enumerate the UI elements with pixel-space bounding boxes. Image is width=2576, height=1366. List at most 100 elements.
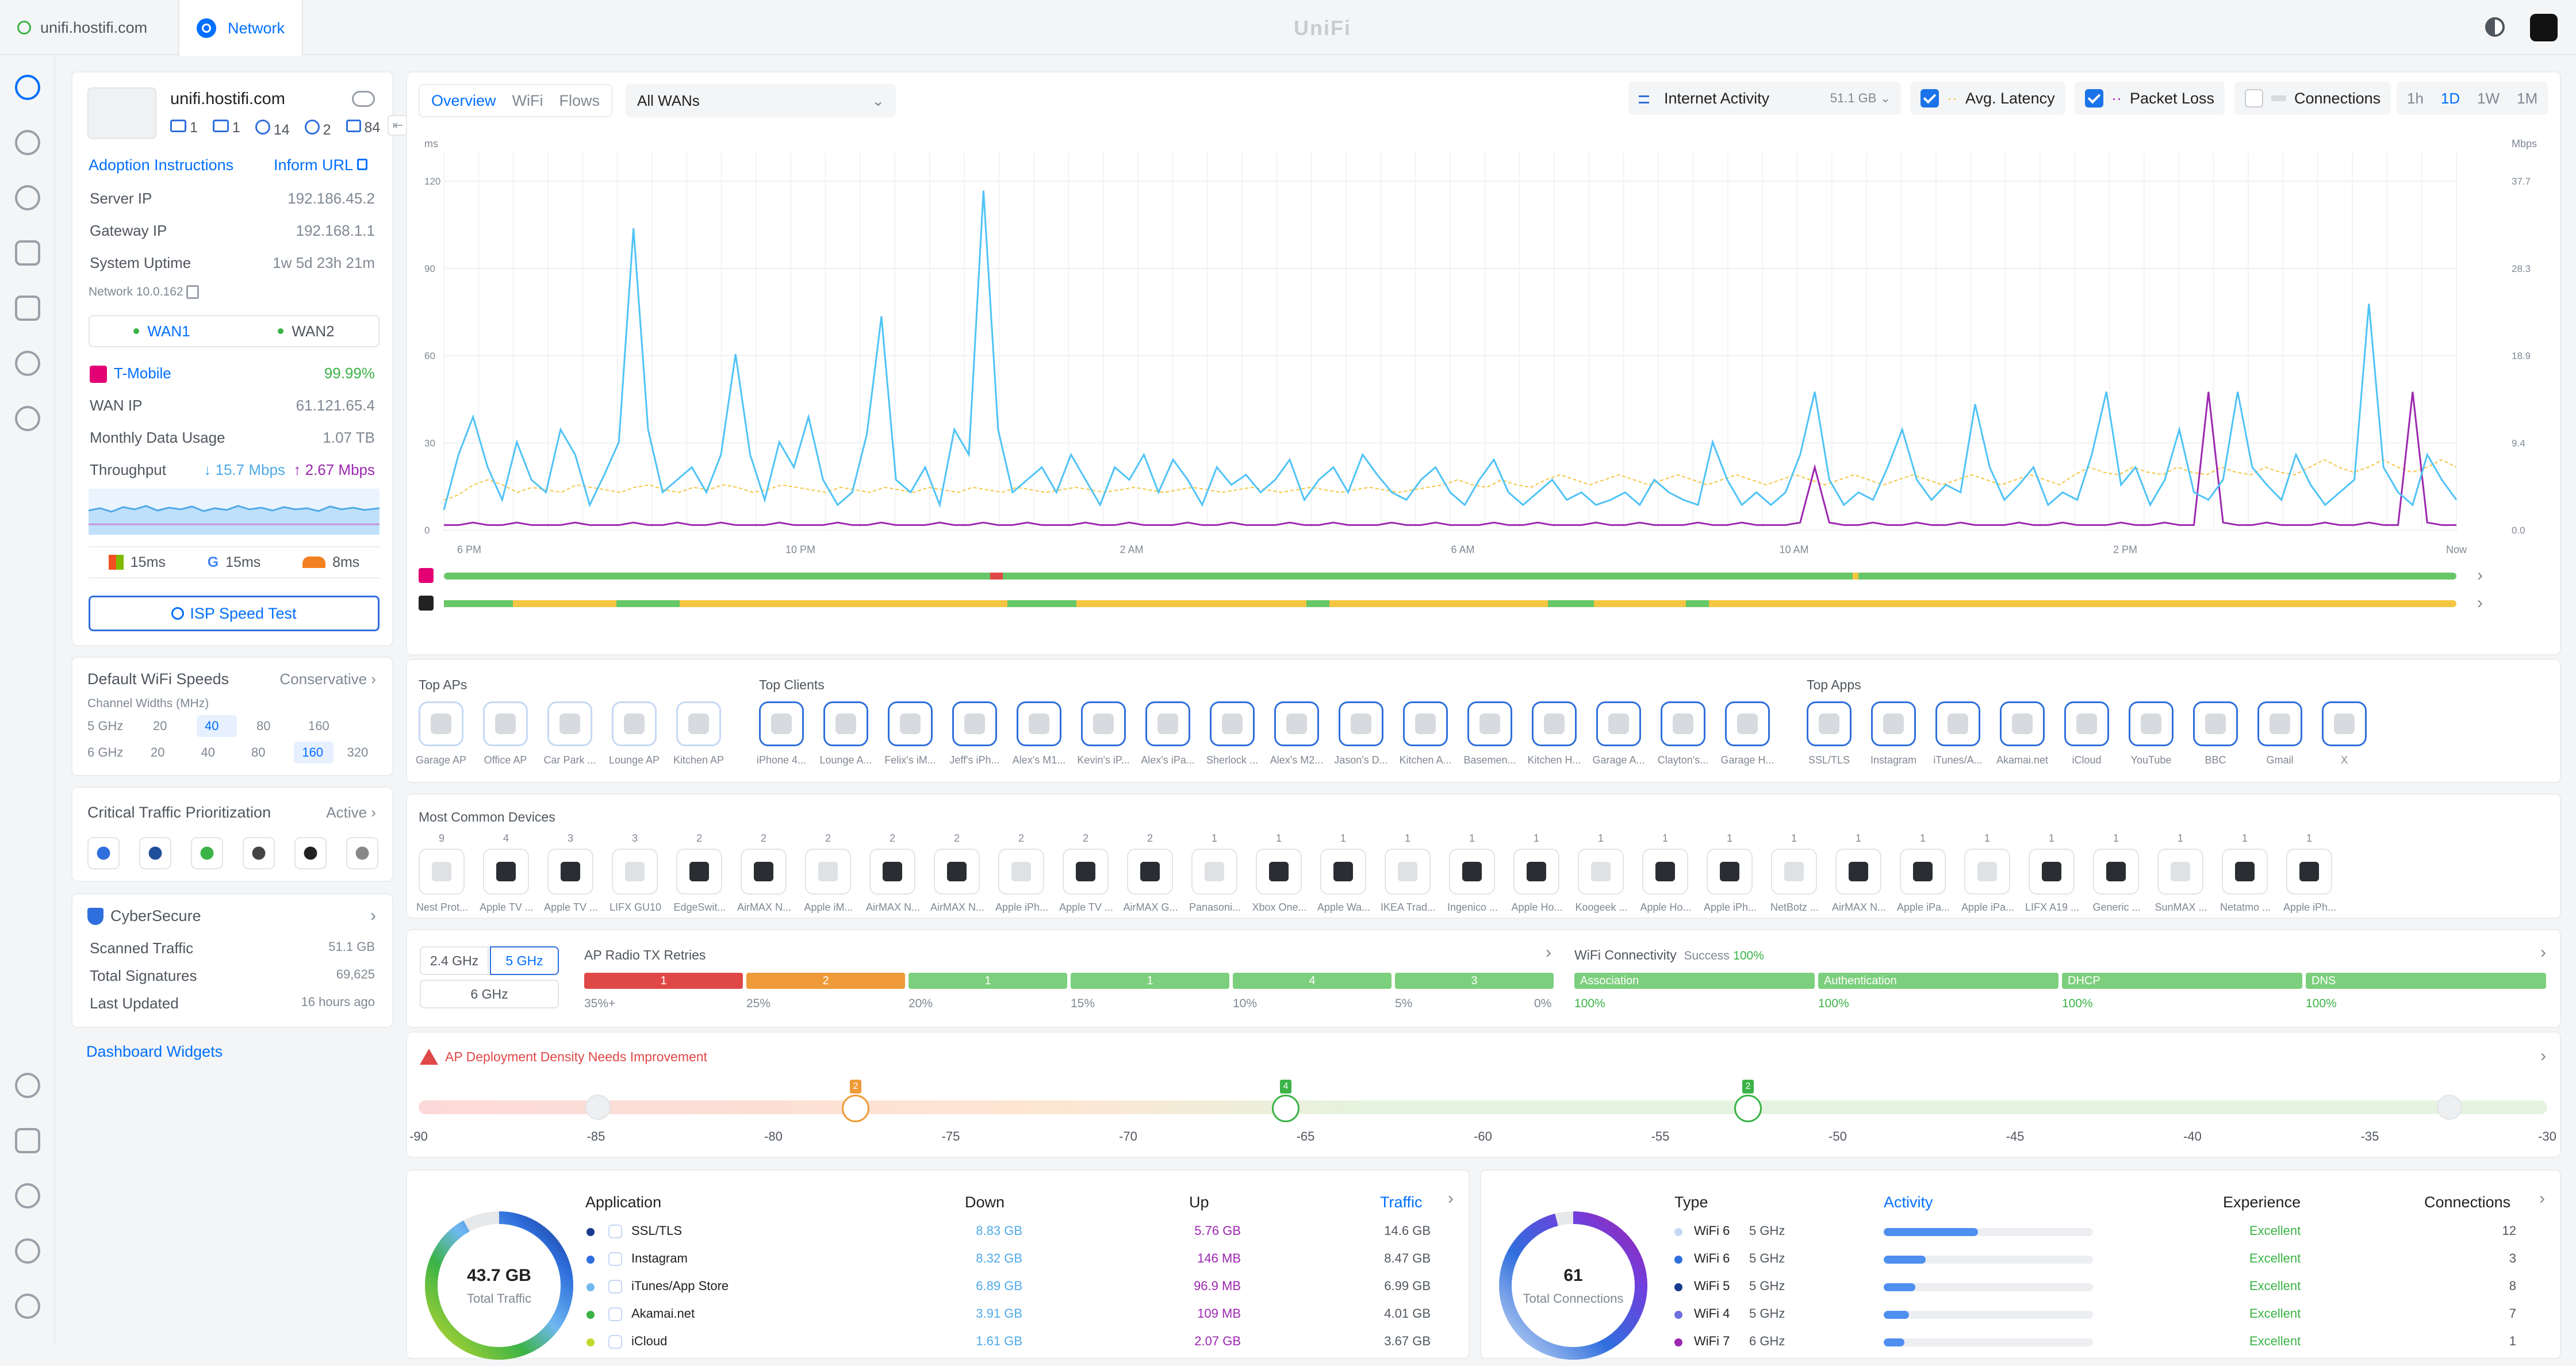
density-chevron-icon[interactable]: › [2540,1046,2546,1065]
client-type[interactable]: WiFi 4 [1694,1306,1730,1321]
col-application[interactable]: Application [585,1194,662,1211]
top-clients-item[interactable] [1467,701,1512,746]
width-5-80[interactable]: 80 [256,719,271,733]
apps-chevron-icon[interactable]: › [1448,1189,1454,1208]
admins-icon[interactable] [15,1294,40,1319]
wifi-speeds-mode[interactable]: Conservative › [279,670,376,688]
obs-icon[interactable] [294,837,327,869]
device-type-item[interactable] [869,849,915,895]
ap-density-marker[interactable] [1272,1095,1300,1122]
device-type-item[interactable] [676,849,722,895]
cybersecure-chevron-icon[interactable]: › [370,906,376,925]
band-24-button[interactable]: 2.4 GHz [420,946,489,975]
top-aps-item[interactable] [676,701,721,746]
top-clients-item[interactable] [1081,701,1126,746]
settings-icon[interactable] [15,1073,40,1098]
top-apps-item[interactable] [1871,701,1916,746]
top-apps-item[interactable] [2000,701,2045,746]
ap-marker-gray-1[interactable] [585,1095,611,1120]
retry-bar[interactable]: 1 [1071,973,1229,989]
width-6-80[interactable]: 80 [251,745,266,759]
top-apps-item[interactable] [2193,701,2238,746]
top-clients-item[interactable] [1339,701,1383,746]
range-1m[interactable]: 1M [2517,89,2538,107]
top-aps-item[interactable] [483,701,528,746]
internet-activity-toggle[interactable]: Internet Activity 51.1 GB ⌄ [1628,82,1901,115]
device-type-item[interactable] [547,849,593,895]
device-type-item[interactable] [612,849,658,895]
collapse-panel-icon[interactable]: ⇤ [388,115,408,136]
band-5-button[interactable]: 5 GHz [490,946,559,975]
teams-icon[interactable] [243,837,275,869]
connectivity-stage-bar[interactable]: Authentication [1818,973,2058,989]
top-aps-item[interactable] [547,701,592,746]
loss-checkbox[interactable] [2085,89,2103,108]
tab-network[interactable]: Network [178,0,304,56]
connectivity-stage-bar[interactable]: DNS [2306,973,2546,989]
top-clients-item[interactable] [1403,701,1448,746]
radio-chevron-icon[interactable]: › [1546,943,1551,962]
tab-overview[interactable]: Overview [431,91,496,109]
webex-icon[interactable] [139,837,171,869]
zoom-icon[interactable] [87,837,120,869]
top-clients-item[interactable] [1274,701,1319,746]
wan2-tab[interactable]: WAN2 [234,316,378,346]
logs-icon[interactable] [15,1128,40,1153]
device-type-item[interactable] [1385,849,1431,895]
range-1d[interactable]: 1D [2440,89,2460,107]
device-type-item[interactable] [1900,849,1946,895]
device-type-item[interactable] [483,849,529,895]
topology-icon[interactable] [15,130,40,155]
col-experience[interactable]: Experience [2223,1194,2301,1211]
device-type-item[interactable] [2093,849,2139,895]
ap-marker-gray-2[interactable] [2437,1095,2462,1120]
device-type-item[interactable] [1127,849,1173,895]
col-down[interactable]: Down [965,1194,1005,1211]
range-1h[interactable]: 1h [2407,89,2424,107]
top-apps-item[interactable] [2257,701,2302,746]
width-6-320[interactable]: 320 [347,745,369,759]
width-5-40[interactable]: 40 [197,715,237,737]
device-type-item[interactable] [1835,849,1881,895]
connectivity-chevron-icon[interactable]: › [2540,943,2546,962]
dashboard-widgets-link[interactable]: Dashboard Widgets [86,1043,223,1060]
width-6-20[interactable]: 20 [151,745,165,759]
range-1w[interactable]: 1W [2477,89,2500,107]
width-5-20[interactable]: 20 [153,719,167,733]
top-clients-item[interactable] [1210,701,1255,746]
app-name[interactable]: Akamai.net [631,1306,695,1321]
connectivity-stage-bar[interactable]: DHCP [2062,973,2302,989]
width-6-40[interactable]: 40 [201,745,215,759]
client-type[interactable]: WiFi 6 [1694,1251,1730,1265]
app-name[interactable]: Instagram [631,1251,688,1265]
latency-checkbox[interactable] [1920,89,1939,108]
packet-loss-toggle[interactable]: ·· Packet Loss [2075,82,2225,115]
device-type-item[interactable] [1256,849,1302,895]
tab-flows[interactable]: Flows [559,91,600,109]
top-clients-item[interactable] [1532,701,1577,746]
dashboard-icon[interactable] [15,75,40,100]
col-traffic[interactable]: Traffic [1380,1194,1423,1211]
insights-icon[interactable] [15,351,40,376]
device-type-item[interactable] [1642,849,1688,895]
top-clients-item[interactable] [823,701,868,746]
client-type[interactable]: WiFi 5 [1694,1279,1730,1293]
tab-console[interactable]: unifi.hostifi.com [0,0,164,55]
client-type[interactable]: WiFi 6 [1694,1223,1730,1238]
top-clients-item[interactable] [1661,701,1705,746]
app-name[interactable]: iTunes/App Store [631,1279,729,1293]
tab-wifi[interactable]: WiFi [512,91,543,109]
device-type-item[interactable] [1191,849,1237,895]
device-type-item[interactable] [2286,849,2332,895]
adoption-instructions-link[interactable]: Adoption Instructions [89,156,234,174]
retry-bar[interactable]: 3 [1395,973,1554,989]
top-apps-item[interactable] [2322,701,2367,746]
alerts-icon[interactable] [15,1238,40,1264]
avatar[interactable] [2530,14,2558,41]
device-type-item[interactable] [998,849,1044,895]
top-clients-item[interactable] [1596,701,1641,746]
device-type-item[interactable] [805,849,851,895]
top-apps-item[interactable] [1935,701,1980,746]
theme-toggle-icon[interactable] [2485,17,2505,37]
connections-toggle[interactable]: Connections [2234,82,2391,115]
